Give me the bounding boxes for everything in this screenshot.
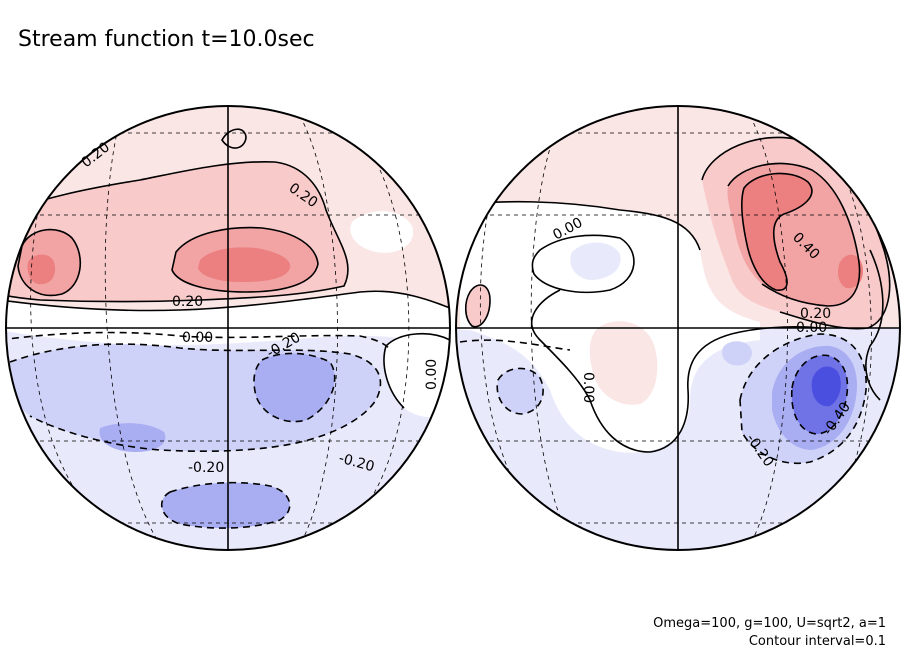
contour-label: 0.20 bbox=[172, 294, 203, 310]
contour-label: 0.00 bbox=[182, 330, 213, 346]
zero-region-west bbox=[6, 291, 450, 346]
parameters-note: Omega=100, g=100, U=sqrt2, a=1 bbox=[653, 616, 886, 631]
negative-contours bbox=[6, 331, 391, 529]
contour-label: 0.00 bbox=[580, 372, 596, 403]
neg-05-core bbox=[811, 366, 841, 407]
pos-03-far-east bbox=[838, 254, 864, 289]
pos-04-east bbox=[741, 173, 812, 291]
left-globe-outline bbox=[5, 105, 451, 551]
neg-01-patch bbox=[570, 242, 621, 280]
contour-label: 0.20 bbox=[800, 306, 831, 322]
right-hemisphere: 0.00 0.40 0.20 0.00 0.00 -0.40 -0.20 bbox=[455, 105, 901, 551]
contour-label: 0.00 bbox=[796, 320, 827, 336]
neg-03-south bbox=[161, 482, 290, 529]
neg-03-west bbox=[99, 423, 166, 452]
contour-lines bbox=[6, 128, 450, 313]
contour-label: -0.20 bbox=[188, 460, 224, 476]
pos-04-center bbox=[198, 247, 291, 282]
right-globe-outline bbox=[455, 105, 901, 551]
neg-02-west bbox=[497, 368, 544, 414]
chart-title: Stream function t=10.0sec bbox=[18, 27, 315, 52]
neg-01-east-small bbox=[722, 341, 752, 366]
pos-02-west bbox=[465, 285, 490, 327]
negative-contours bbox=[459, 333, 867, 464]
grid-lines bbox=[6, 115, 450, 546]
left-hemisphere: 0.20 0.20 0.20 0.00 -0.20 -0.20 -0.20 0.… bbox=[5, 105, 451, 551]
pos-04-west bbox=[27, 254, 56, 285]
pos-01-patch bbox=[589, 321, 658, 405]
zero-region-east bbox=[384, 333, 450, 417]
contour-label: 0.00 bbox=[424, 359, 440, 390]
zero-patch-ne bbox=[350, 211, 414, 253]
contour-interval-note: Contour interval=0.1 bbox=[749, 634, 886, 649]
neg-03-east bbox=[254, 353, 335, 422]
zero-contour-east bbox=[383, 332, 450, 409]
